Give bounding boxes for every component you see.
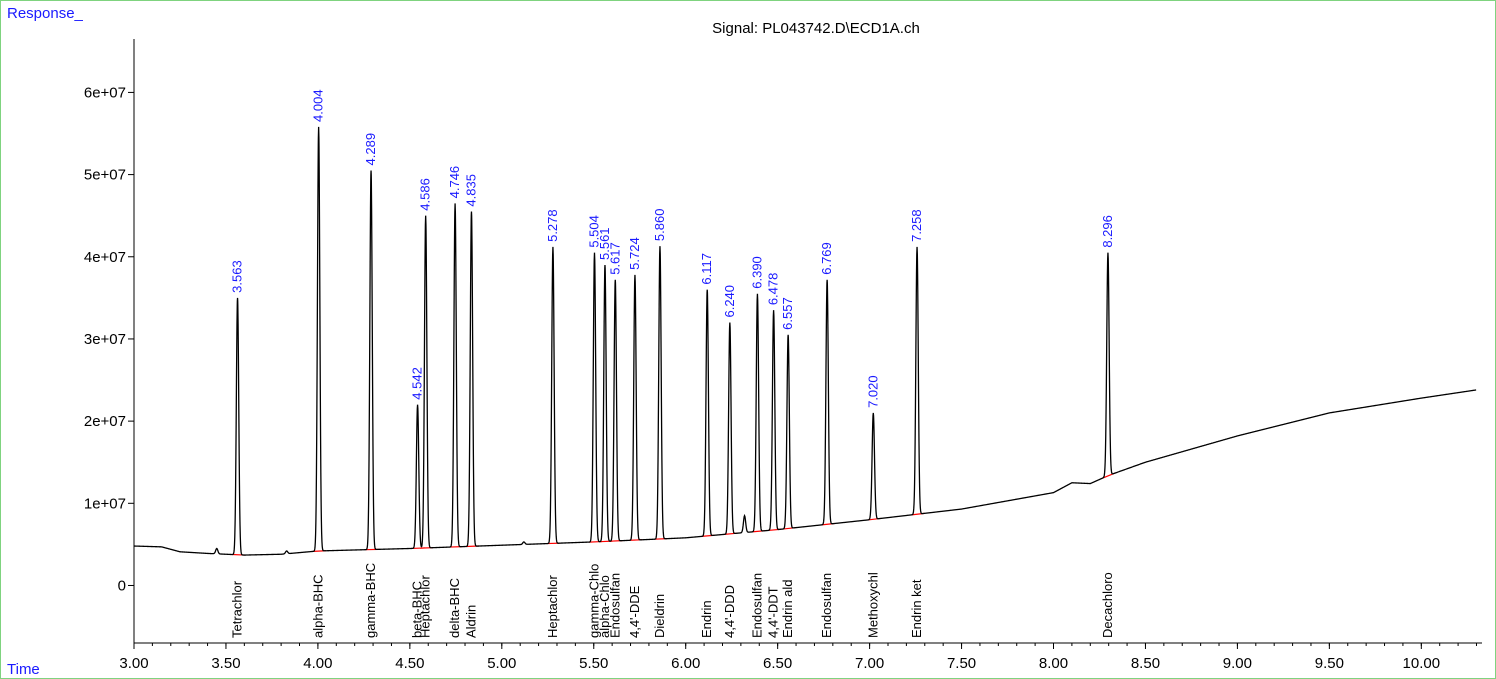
peak-compound-label: Tetrachlor	[230, 580, 245, 638]
peak-rt-label: 4.746	[447, 166, 462, 199]
peak-compound-label: 4,4'-DDT	[766, 586, 781, 638]
peak-compound-label: 4,4'-DDE	[627, 585, 642, 638]
peak-rt-label: 5.504	[586, 215, 601, 248]
peak-compound-label: alpha-Chlo	[597, 575, 612, 638]
y-tick-label: 6e+07	[84, 84, 126, 101]
peak-compound-label: Endrin	[699, 600, 714, 638]
x-tick-label: 6.00	[671, 655, 700, 672]
x-tick-label: 10.00	[1403, 655, 1441, 672]
peak-compound-label: Methoxychl	[865, 572, 880, 638]
peak-rt-label: 6.478	[766, 273, 781, 306]
x-tick-label: 9.50	[1315, 655, 1344, 672]
peak-rt-label: 4.289	[363, 133, 378, 166]
peak-compound-label: Endrin ald	[780, 579, 795, 638]
peak-compound-label: Endosulfan	[819, 573, 834, 638]
peak-rt-label: 5.278	[545, 209, 560, 242]
y-axis-label: Response_	[7, 5, 84, 22]
peak-rt-label: 5.617	[607, 242, 622, 275]
peak-compound-label: Endosulfan	[607, 573, 622, 638]
peak-compound-label: 4,4'-DDD	[722, 585, 737, 638]
peak-compound-label: Heptachlor	[545, 574, 560, 638]
peak-labels: 3.563 Tetrachlor 4.004 alpha-BHC 4.289 gamma-…	[230, 89, 1115, 638]
y-tick-label: 4e+07	[84, 249, 126, 266]
y-tick-label: 3e+07	[84, 331, 126, 348]
x-tick-label: 6.50	[763, 655, 792, 672]
y-tick-label: 0	[118, 577, 126, 594]
peak-compound-label: Endosulfan	[749, 573, 764, 638]
x-tick-label: 9.00	[1223, 655, 1252, 672]
peak-compound-label: gamma-Chlo	[586, 564, 601, 638]
y-ticks: 0 1e+07 2e+07 3e+07 4e+07 5e+07 6e+07	[84, 84, 134, 594]
y-tick-label: 1e+07	[84, 495, 126, 512]
peak-compound-label: beta-BHC	[410, 581, 425, 638]
x-tick-label: 5.00	[487, 655, 516, 672]
peak-compound-label: gamma-BHC	[363, 563, 378, 638]
x-tick-label: 3.50	[211, 655, 240, 672]
peak-compound-label: Dieldrin	[652, 594, 667, 638]
x-tick-label: 3.00	[119, 655, 148, 672]
x-tick-label: 4.00	[303, 655, 332, 672]
peak-compound-label: delta-BHC	[447, 578, 462, 638]
x-tick-label: 4.50	[395, 655, 424, 672]
x-tick-label: 7.00	[855, 655, 884, 672]
chart-title: Signal: PL043742.D\ECD1A.ch	[712, 20, 920, 37]
peak-rt-label: 3.563	[230, 260, 245, 293]
x-axis-label: Time	[7, 661, 40, 678]
peak-rt-label: 4.586	[418, 178, 433, 211]
x-tick-label: 8.00	[1039, 655, 1068, 672]
peak-rt-label: 5.561	[597, 227, 612, 260]
peak-rt-label: 6.240	[722, 285, 737, 318]
peak-rt-label: 5.860	[652, 209, 667, 242]
peak-compound-label: Aldrin	[463, 605, 478, 638]
signal-trace	[133, 126, 1477, 556]
x-tick-label: 5.50	[579, 655, 608, 672]
peak-compound-label: alpha-BHC	[311, 574, 326, 638]
peak-rt-label: 5.724	[627, 237, 642, 270]
peak-rt-label: 4.835	[463, 174, 478, 207]
integration-baselines	[231, 472, 1116, 556]
peak-rt-label: 7.020	[865, 375, 880, 408]
peak-rt-label: 6.769	[819, 242, 834, 275]
peak-compound-label: Decachloro	[1100, 572, 1115, 638]
peak-compound-label: Endrin ket	[909, 579, 924, 638]
peak-compound-label: Heptachlor	[418, 574, 433, 638]
peak-rt-label: 8.296	[1100, 215, 1115, 248]
x-tick-label: 8.50	[1131, 655, 1160, 672]
y-tick-label: 2e+07	[84, 413, 126, 430]
peak-rt-label: 7.258	[909, 209, 924, 242]
x-ticks: 3.00 3.50 4.00 4.50 5.00 5.50 6.00 6.50 7.00 7.50…	[119, 643, 1477, 672]
peak-rt-label: 4.004	[311, 89, 326, 122]
x-tick-label: 7.50	[947, 655, 976, 672]
peak-rt-label: 6.557	[780, 297, 795, 330]
peak-rt-label: 4.542	[410, 367, 425, 400]
peak-rt-label: 6.117	[699, 253, 714, 285]
peak-rt-label: 6.390	[749, 256, 764, 289]
y-tick-label: 5e+07	[84, 167, 126, 184]
